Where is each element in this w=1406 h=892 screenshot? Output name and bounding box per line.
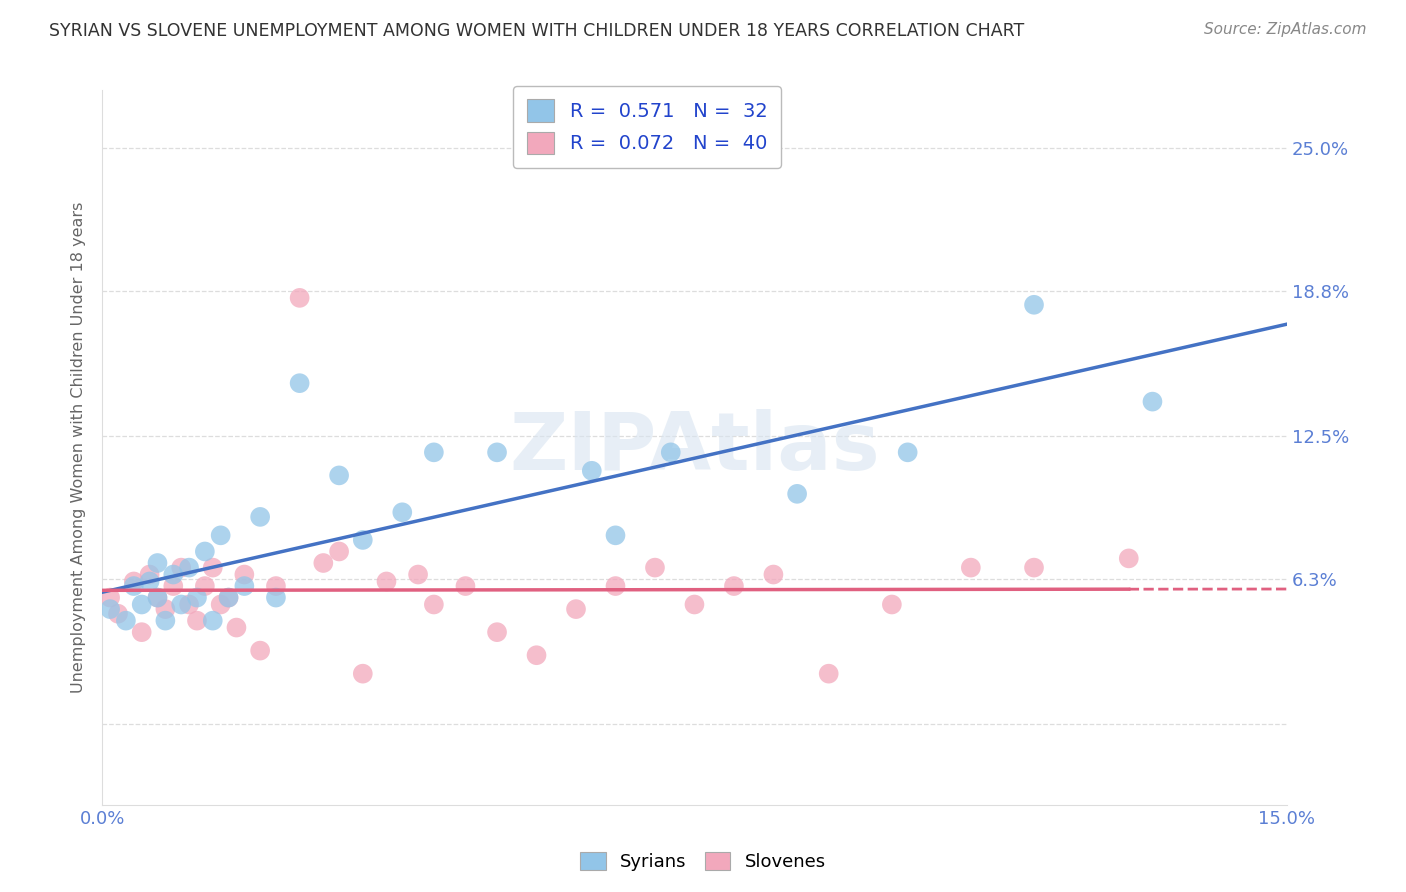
- Point: [98, 602, 121, 616]
- Point: [960, 560, 983, 574]
- Point: [122, 579, 145, 593]
- Point: [328, 544, 350, 558]
- Point: [880, 598, 903, 612]
- Point: [162, 567, 184, 582]
- Point: [201, 614, 224, 628]
- Text: ZIPAtlas: ZIPAtlas: [509, 409, 880, 487]
- Point: [659, 445, 682, 459]
- Point: [146, 556, 169, 570]
- Point: [194, 579, 217, 593]
- Y-axis label: Unemployment Among Women with Children Under 18 years: Unemployment Among Women with Children U…: [72, 202, 86, 693]
- Point: [391, 505, 413, 519]
- Point: [138, 574, 160, 589]
- Point: [177, 560, 200, 574]
- Point: [328, 468, 350, 483]
- Point: [233, 567, 256, 582]
- Legend: Syrians, Slovenes: Syrians, Slovenes: [574, 845, 832, 879]
- Point: [233, 579, 256, 593]
- Point: [486, 625, 509, 640]
- Point: [644, 560, 666, 574]
- Point: [423, 598, 446, 612]
- Point: [817, 666, 839, 681]
- Point: [352, 666, 374, 681]
- Point: [375, 574, 398, 589]
- Legend: R =  0.571   N =  32, R =  0.072   N =  40: R = 0.571 N = 32, R = 0.072 N = 40: [513, 86, 780, 168]
- Point: [683, 598, 706, 612]
- Point: [122, 574, 145, 589]
- Point: [115, 614, 138, 628]
- Point: [352, 533, 374, 547]
- Point: [264, 591, 287, 605]
- Point: [288, 376, 311, 391]
- Point: [170, 598, 193, 612]
- Point: [146, 591, 169, 605]
- Point: [565, 602, 588, 616]
- Point: [312, 556, 335, 570]
- Point: [218, 591, 240, 605]
- Point: [406, 567, 429, 582]
- Point: [98, 591, 121, 605]
- Point: [146, 591, 169, 605]
- Point: [526, 648, 548, 663]
- Point: [107, 607, 129, 621]
- Point: [486, 445, 509, 459]
- Text: SYRIAN VS SLOVENE UNEMPLOYMENT AMONG WOMEN WITH CHILDREN UNDER 18 YEARS CORRELAT: SYRIAN VS SLOVENE UNEMPLOYMENT AMONG WOM…: [49, 22, 1025, 40]
- Point: [209, 528, 232, 542]
- Point: [186, 614, 208, 628]
- Point: [138, 567, 160, 582]
- Point: [209, 598, 232, 612]
- Point: [288, 291, 311, 305]
- Point: [454, 579, 477, 593]
- Point: [155, 602, 177, 616]
- Point: [249, 643, 271, 657]
- Point: [1142, 394, 1164, 409]
- Point: [423, 445, 446, 459]
- Point: [786, 487, 808, 501]
- Point: [162, 579, 184, 593]
- Point: [1118, 551, 1140, 566]
- Point: [249, 509, 271, 524]
- Point: [225, 621, 247, 635]
- Point: [201, 560, 224, 574]
- Point: [762, 567, 785, 582]
- Point: [1022, 560, 1045, 574]
- Point: [186, 591, 208, 605]
- Point: [131, 625, 153, 640]
- Point: [131, 598, 153, 612]
- Point: [155, 614, 177, 628]
- Point: [605, 579, 627, 593]
- Point: [264, 579, 287, 593]
- Point: [218, 591, 240, 605]
- Point: [194, 544, 217, 558]
- Point: [177, 598, 200, 612]
- Point: [723, 579, 745, 593]
- Point: [1022, 298, 1045, 312]
- Text: Source: ZipAtlas.com: Source: ZipAtlas.com: [1204, 22, 1367, 37]
- Point: [897, 445, 920, 459]
- Point: [581, 464, 603, 478]
- Point: [605, 528, 627, 542]
- Point: [170, 560, 193, 574]
